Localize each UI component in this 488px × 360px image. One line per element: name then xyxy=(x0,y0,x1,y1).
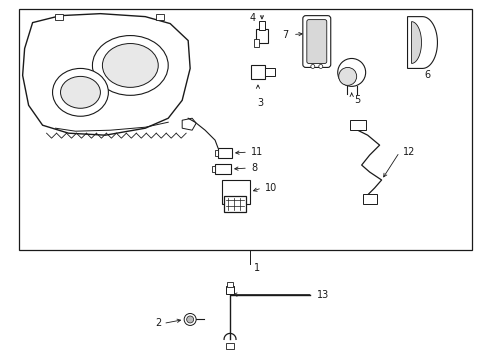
Text: 12: 12 xyxy=(402,147,414,157)
Text: 3: 3 xyxy=(256,98,263,108)
Bar xyxy=(225,285,234,293)
Text: 11: 11 xyxy=(250,147,263,157)
Bar xyxy=(222,180,249,204)
Polygon shape xyxy=(407,17,437,68)
Bar xyxy=(215,164,230,174)
Text: 7: 7 xyxy=(282,30,288,40)
Bar xyxy=(19,9,471,250)
Bar xyxy=(255,28,267,42)
Text: 4: 4 xyxy=(249,13,256,23)
Text: 13: 13 xyxy=(316,289,328,300)
Bar xyxy=(156,14,164,20)
Polygon shape xyxy=(182,118,196,130)
Bar xyxy=(224,196,245,212)
Bar xyxy=(250,66,264,80)
Circle shape xyxy=(318,64,322,68)
Circle shape xyxy=(184,314,196,325)
Circle shape xyxy=(310,64,314,68)
Circle shape xyxy=(337,58,365,86)
Circle shape xyxy=(186,316,193,323)
Text: 10: 10 xyxy=(264,183,277,193)
Text: 9: 9 xyxy=(228,201,235,211)
Bar xyxy=(218,148,232,158)
Text: 8: 8 xyxy=(250,163,257,173)
Bar xyxy=(215,150,218,156)
Ellipse shape xyxy=(52,68,108,116)
Bar xyxy=(226,282,233,287)
Ellipse shape xyxy=(61,76,100,108)
Bar xyxy=(225,343,234,349)
Bar xyxy=(362,194,376,204)
Bar xyxy=(259,21,264,30)
Polygon shape xyxy=(22,14,190,135)
Bar xyxy=(253,39,259,46)
Bar xyxy=(349,120,365,130)
FancyBboxPatch shape xyxy=(302,15,330,67)
Text: 2: 2 xyxy=(155,319,161,328)
Bar xyxy=(55,14,62,20)
Ellipse shape xyxy=(102,44,158,87)
Text: 1: 1 xyxy=(253,263,260,273)
Bar xyxy=(264,68,274,76)
Bar xyxy=(212,166,215,172)
Text: 6: 6 xyxy=(424,71,430,80)
Circle shape xyxy=(338,67,356,85)
Ellipse shape xyxy=(92,36,168,95)
Text: 5: 5 xyxy=(353,95,359,105)
Polygon shape xyxy=(411,22,421,63)
FancyBboxPatch shape xyxy=(306,20,326,63)
